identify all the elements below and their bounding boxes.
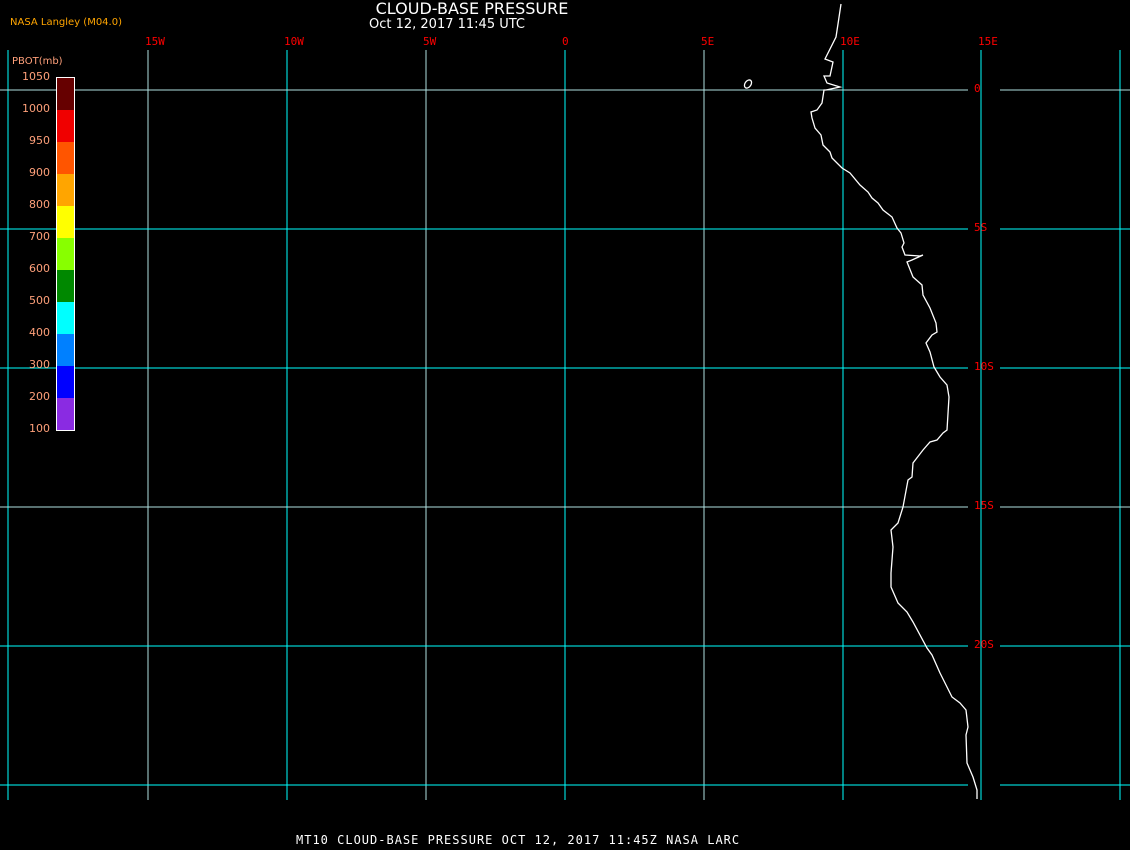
colorbar-swatch: [57, 142, 74, 174]
colorbar-swatch: [57, 110, 74, 142]
colorbar-swatch: [57, 302, 74, 334]
credit-label: NASA Langley (M04.0): [10, 17, 122, 28]
colorbar: [56, 77, 75, 431]
longitude-label: 0: [562, 35, 569, 48]
latitude-label: 20S: [974, 638, 994, 651]
longitude-label: 10W: [284, 35, 304, 48]
colorbar-tick-label: 1050: [22, 70, 50, 83]
colorbar-swatch: [57, 174, 74, 206]
colorbar-swatch: [57, 334, 74, 366]
colorbar-swatch: [57, 270, 74, 302]
colorbar-swatch: [57, 206, 74, 238]
longitude-label: 5E: [701, 35, 715, 48]
latitude-label: 0: [974, 82, 981, 95]
colorbar-swatch: [57, 238, 74, 270]
colorbar-tick-label: 400: [29, 326, 50, 339]
colorbar-tick-label: 200: [29, 390, 50, 403]
colorbar-tick-label: 800: [29, 198, 50, 211]
map-datetime: Oct 12, 2017 11:45 UTC: [369, 17, 525, 32]
longitude-label: 15E: [978, 35, 998, 48]
colorbar-swatch: [57, 78, 74, 110]
latitude-label: 15S: [974, 499, 994, 512]
colorbar-title: PBOT(mb): [12, 56, 63, 67]
map-title: CLOUD-BASE PRESSURE: [375, 0, 569, 18]
colorbar-tick-label: 1000: [22, 102, 50, 115]
colorbar-swatch: [57, 366, 74, 398]
colorbar-tick-label: 950: [29, 134, 50, 147]
colorbar-tick-label: 700: [29, 230, 50, 243]
longitude-label: 5W: [423, 35, 437, 48]
longitude-label: 15W: [145, 35, 165, 48]
longitude-label: 10E: [840, 35, 860, 48]
colorbar-tick-label: 500: [29, 294, 50, 307]
latitude-label: 5S: [974, 221, 988, 234]
island-outline: [743, 79, 753, 89]
colorbar-tick-label: 100: [29, 422, 50, 435]
colorbar-tick-label: 900: [29, 166, 50, 179]
colorbar-tick-label: 600: [29, 262, 50, 275]
footer-caption: MT10 CLOUD-BASE PRESSURE OCT 12, 2017 11…: [296, 833, 741, 847]
colorbar-swatch: [57, 398, 74, 430]
colorbar-tick-label: 300: [29, 358, 50, 371]
latitude-label: 10S: [974, 360, 994, 373]
coastline: [810, 3, 978, 799]
